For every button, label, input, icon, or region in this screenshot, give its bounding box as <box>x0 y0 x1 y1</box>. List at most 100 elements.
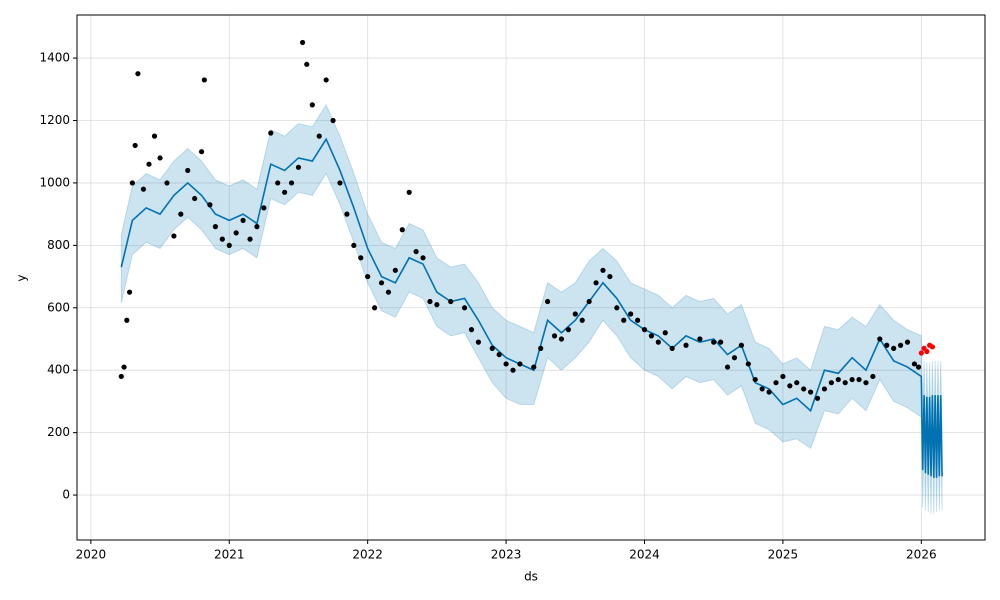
observed-point <box>118 373 124 380</box>
x-tick-label: 2020 <box>76 548 107 562</box>
observed-point <box>669 345 675 351</box>
observed-point <box>614 305 620 311</box>
y-tick-label: 800 <box>47 238 70 252</box>
test-point <box>924 348 930 355</box>
observed-point <box>641 327 648 333</box>
observed-point <box>745 361 751 367</box>
observed-point <box>801 386 807 392</box>
observed-point <box>915 364 922 370</box>
observed-point <box>558 336 565 342</box>
observed-point <box>219 236 225 242</box>
observed-point <box>621 317 627 323</box>
observed-point <box>828 380 834 386</box>
observed-point <box>634 317 641 323</box>
observed-point <box>309 102 315 108</box>
observed-point <box>385 289 392 295</box>
observed-point <box>247 236 253 242</box>
observed-point <box>593 280 599 286</box>
observed-point <box>545 298 551 305</box>
observed-point <box>891 345 897 351</box>
observed-point <box>718 339 724 345</box>
observed-point <box>565 327 571 333</box>
observed-point <box>787 383 793 389</box>
observed-point <box>135 71 141 77</box>
observed-point <box>413 248 419 255</box>
observed-point <box>212 224 219 230</box>
observed-point <box>392 267 398 273</box>
observed-point <box>711 339 717 345</box>
observed-point <box>752 376 758 383</box>
observed-point <box>475 339 482 345</box>
test-point <box>918 350 924 356</box>
x-tick-label: 2026 <box>906 548 937 562</box>
x-tick-label: 2023 <box>491 548 522 562</box>
uncertainty-band <box>120 103 943 514</box>
observed-point <box>157 155 163 161</box>
observed-point <box>586 298 592 305</box>
observed-point <box>531 364 537 370</box>
observed-point <box>337 180 343 186</box>
observed-point <box>648 333 655 339</box>
observed-point <box>323 77 329 83</box>
observed-point <box>738 342 744 348</box>
observed-point <box>178 211 184 217</box>
observed-point <box>655 339 661 345</box>
observed-point <box>226 242 232 248</box>
observed-point <box>870 373 876 380</box>
observed-point <box>240 217 246 223</box>
observed-point <box>434 302 440 308</box>
observed-point <box>503 361 509 367</box>
observed-point <box>683 342 689 348</box>
observed-point <box>724 364 731 370</box>
x-tick-label: 2025 <box>768 548 799 562</box>
y-tick-label: 400 <box>47 363 70 377</box>
y-tick-label: 1200 <box>39 113 70 127</box>
observed-point <box>773 380 779 386</box>
observed-point <box>448 298 454 305</box>
observed-point <box>207 202 213 208</box>
forecast-line <box>120 137 943 478</box>
observed-point <box>489 345 495 351</box>
observed-point <box>406 189 412 195</box>
observed-point <box>628 311 634 317</box>
observed-point <box>662 330 668 336</box>
observed-point <box>884 342 890 348</box>
observed-point <box>399 227 405 233</box>
x-axis-label: ds <box>524 570 538 584</box>
y-tick-label: 1400 <box>39 51 70 65</box>
observed-point <box>330 117 336 124</box>
observed-point <box>807 389 814 395</box>
observed-point <box>538 345 544 351</box>
observed-point <box>821 386 828 392</box>
observed-point <box>835 376 841 383</box>
observed-point <box>468 327 475 333</box>
y-axis-label: y <box>15 274 29 281</box>
observed-point <box>863 380 869 386</box>
test-point <box>929 344 936 350</box>
observed-point <box>365 273 371 280</box>
observed-point <box>126 289 133 295</box>
observed-point <box>146 161 152 167</box>
y-tick-label: 200 <box>47 425 70 439</box>
observed-point <box>849 376 855 383</box>
observed-point <box>275 180 281 186</box>
observed-point <box>121 364 127 370</box>
observed-point <box>877 336 883 342</box>
y-tick-label: 0 <box>62 488 70 502</box>
observed-point <box>461 305 468 311</box>
observed-point <box>295 164 302 170</box>
observed-point <box>510 367 516 373</box>
observed-point <box>551 333 558 339</box>
observed-point <box>132 142 138 149</box>
observed-point <box>185 167 191 174</box>
observed-point <box>164 180 170 186</box>
observed-point <box>268 130 274 136</box>
observed-point <box>496 351 502 358</box>
observed-point <box>794 380 800 386</box>
x-tick-label: 2022 <box>352 548 383 562</box>
observed-point <box>151 133 158 139</box>
observed-point <box>282 189 288 195</box>
observed-point <box>316 133 322 139</box>
observed-point <box>192 195 198 202</box>
